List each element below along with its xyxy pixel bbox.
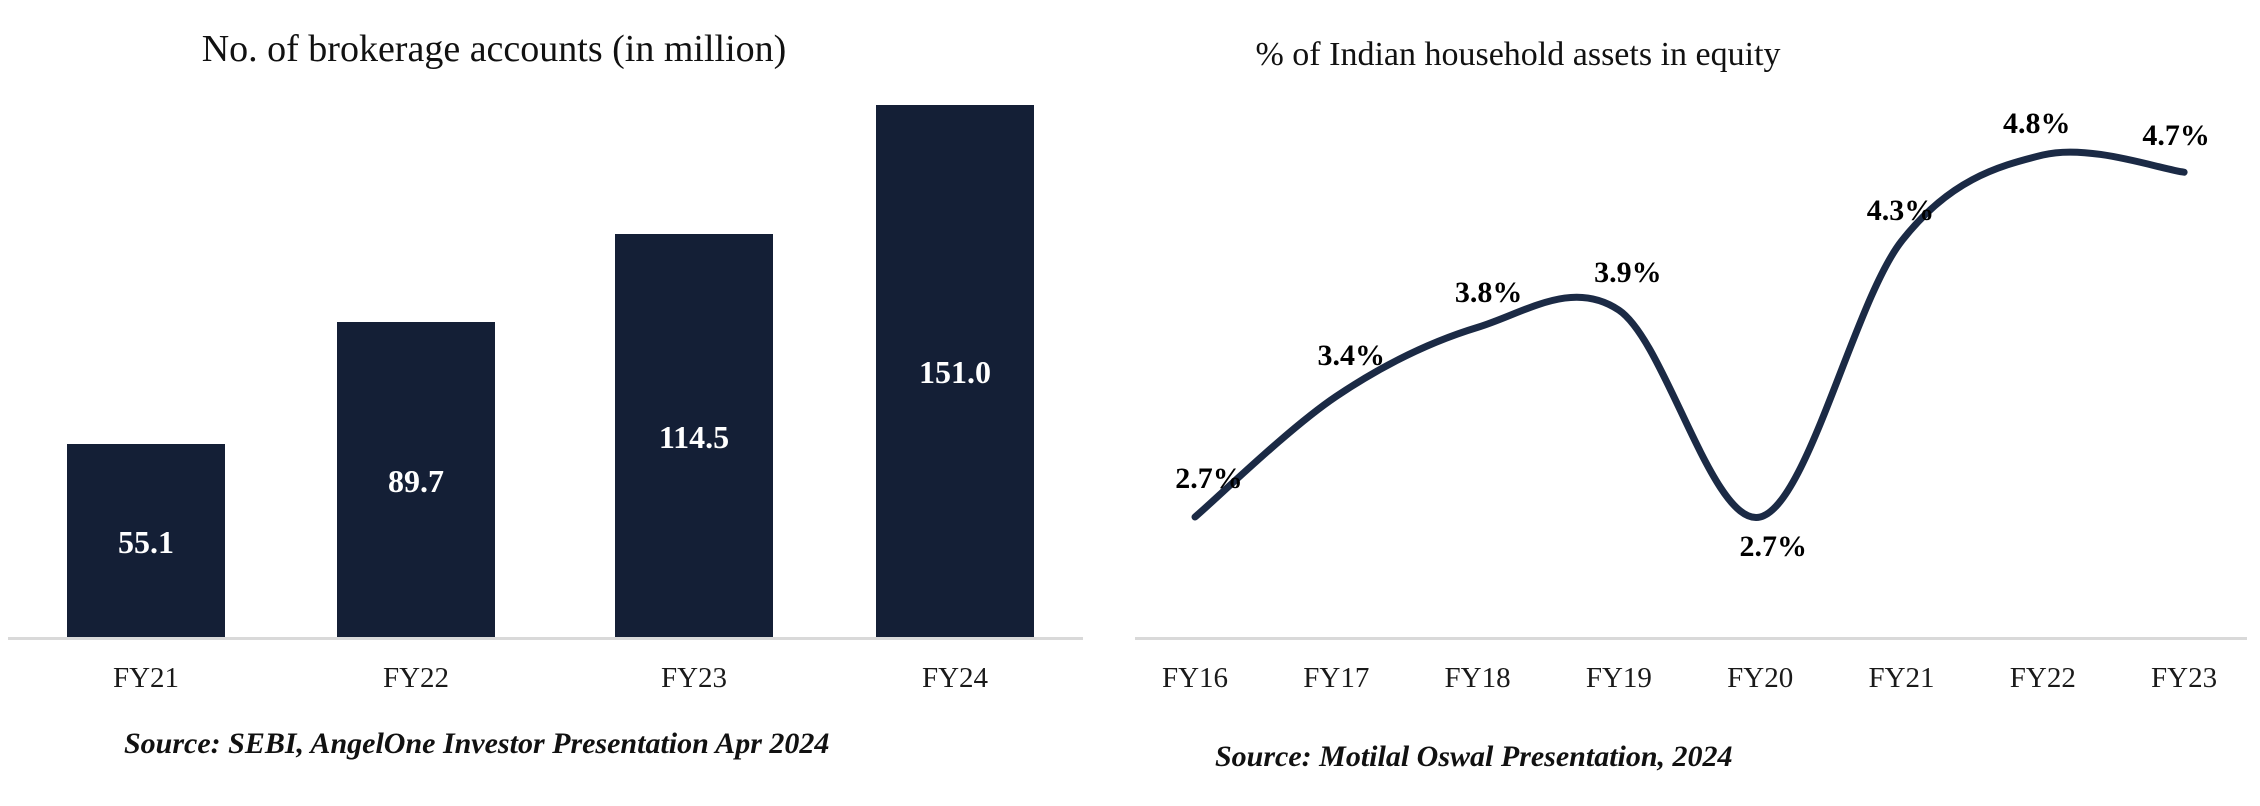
point-label-fy19: 3.9% <box>1594 256 1662 290</box>
equity-line-chart: % of Indian household assets in equity S… <box>1100 0 2260 806</box>
x-tick-fy19: FY19 <box>1585 662 1652 694</box>
brokerage-bar-chart: No. of brokerage accounts (in million) 5… <box>0 0 1100 806</box>
line-chart-title: % of Indian household assets in equity <box>1255 36 1781 73</box>
bar-x-axis-line <box>8 637 1083 640</box>
x-tick-fy16: FY16 <box>1161 662 1229 694</box>
x-tick-fy17: FY17 <box>1303 662 1370 694</box>
point-label-fy23: 4.7% <box>2142 119 2210 153</box>
equity-line <box>1191 148 2188 521</box>
bar-fy23: 114.5 <box>615 234 773 639</box>
bar-chart-source: Source: SEBI, AngelOne Investor Presenta… <box>124 727 830 760</box>
x-tick-fy22: FY22 <box>2009 662 2076 694</box>
bar-plot-area: 55.1 FY21 89.7 FY22 114.5 FY23 151.0 FY24 <box>0 0 1100 806</box>
bar-chart-title: No. of brokerage accounts (in million) <box>201 28 787 70</box>
x-tick-fy23: FY23 <box>660 662 728 694</box>
point-label-fy16: 2.7% <box>1175 462 1243 495</box>
bar-fy24: 151.0 <box>876 105 1034 639</box>
x-tick-fy24: FY24 <box>921 662 989 694</box>
x-tick-fy22: FY22 <box>382 662 450 694</box>
point-label-fy18: 3.8% <box>1454 276 1523 310</box>
line-x-axis-line <box>1135 637 2247 640</box>
bar-fy21: 55.1 <box>67 444 225 639</box>
bar-value-label-fy21: 55.1 <box>118 523 174 560</box>
point-label-fy20: 2.7% <box>1739 530 1807 563</box>
x-tick-fy21: FY21 <box>112 662 180 694</box>
line-chart-source: Source: Motilal Oswal Presentation, 2024 <box>1215 740 1733 773</box>
point-label-fy21: 4.3% <box>1866 194 1935 228</box>
x-tick-fy21: FY21 <box>1868 662 1935 694</box>
x-tick-fy23: FY23 <box>2151 662 2218 694</box>
point-label-fy17: 3.4% <box>1317 339 1386 373</box>
bar-value-label-fy23: 114.5 <box>658 418 730 455</box>
x-tick-fy20: FY20 <box>1727 662 1794 694</box>
point-label-fy22: 4.8% <box>2003 107 2071 140</box>
x-tick-fy18: FY18 <box>1444 662 1511 694</box>
bar-value-label-fy24: 151.0 <box>919 354 991 390</box>
bar-fy22: 89.7 <box>337 322 495 639</box>
bar-value-label-fy22: 89.7 <box>388 462 444 499</box>
